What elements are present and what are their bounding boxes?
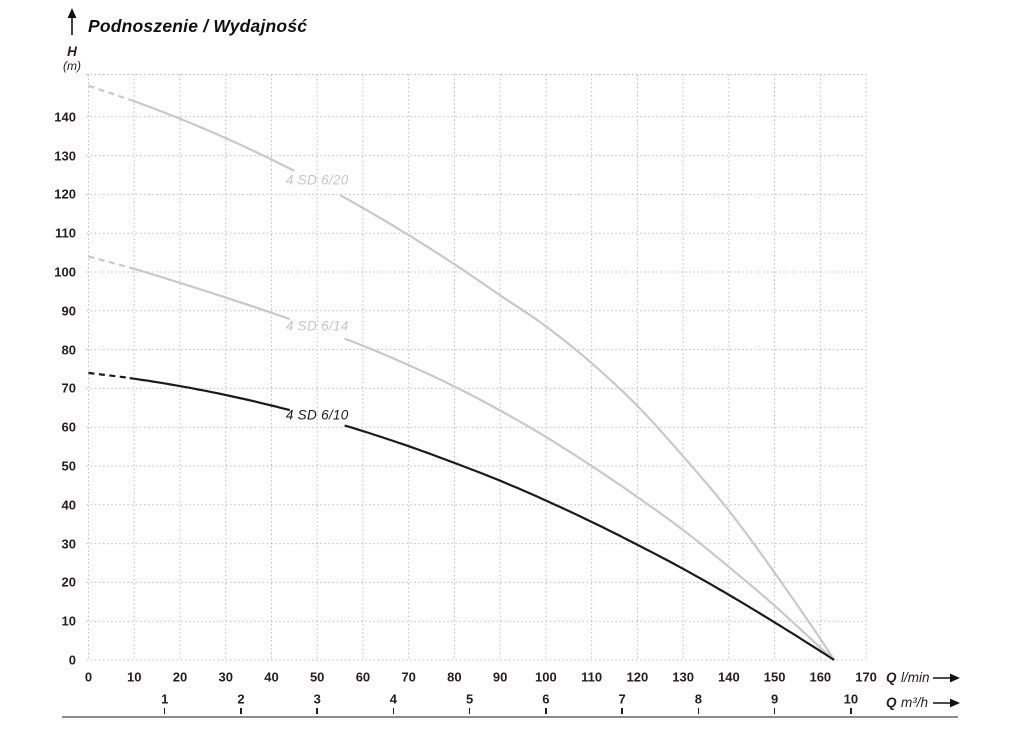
m3h-tick-mark: [697, 708, 700, 714]
y-tick-label: 30: [61, 536, 76, 552]
y-tick-label: 120: [54, 186, 76, 202]
x-tick-label-m3h: 1: [161, 691, 169, 707]
m3h-tick-mark: [468, 708, 471, 714]
x-tick-label-lmin: 20: [172, 669, 188, 685]
y-tick-label: 110: [55, 225, 76, 241]
y-tick-label: 10: [61, 613, 76, 629]
x-tick-label-m3h: 4: [389, 691, 398, 707]
curve-4-sd-6-10-label: 4 SD 6/10: [285, 407, 349, 422]
x-tick-label-lmin: 40: [264, 669, 279, 685]
m3h-tick-mark: [163, 708, 166, 714]
x-axis-m3h-symbol: Q: [886, 695, 897, 710]
x-tick-label-m3h: 7: [618, 691, 626, 707]
m3h-tick-mark: [392, 708, 395, 714]
x-tick-label-m3h: 5: [466, 691, 474, 707]
x-tick-label-lmin: 50: [309, 669, 325, 685]
curve-4-sd-6-10-dashed-start: [88, 371, 130, 380]
x-tick-label-lmin: 170: [855, 669, 877, 685]
x-axis-lmin-symbol: Q: [886, 670, 897, 685]
y-tick-label: 0: [68, 652, 76, 668]
y-tick-label: 130: [54, 148, 76, 164]
curve-4-sd-6-20-label: 4 SD 6/20: [285, 172, 349, 188]
x-tick-label-m3h: 3: [313, 691, 321, 707]
x-tick-label-lmin: 90: [492, 669, 508, 685]
y-axis-symbol: H: [67, 44, 77, 59]
axis-arrow-up-icon: [67, 8, 77, 35]
m3h-tick-mark: [621, 708, 623, 714]
m3h-tick-mark: [316, 708, 318, 714]
axis-arrow-right-icon: [933, 673, 960, 683]
x-tick-label-lmin: 110: [581, 669, 603, 685]
x-axis-m3h-unit: m³/h: [900, 695, 928, 710]
m3h-axis-rule: [62, 716, 958, 718]
y-tick-label: 50: [61, 458, 76, 474]
x-axis-lmin-unit: l/min: [900, 670, 930, 685]
curve-4-sd-6-14-dashed-start: [88, 255, 130, 269]
y-axis-unit: (m): [63, 59, 81, 73]
chart-title: Podnoszenie / Wydajność: [88, 16, 308, 36]
x-tick-label-m3h: 10: [843, 691, 859, 707]
x-tick-label-lmin: 70: [401, 669, 416, 685]
y-tick-label: 40: [61, 497, 76, 513]
curve-4-sd-6-14: [129, 266, 291, 321]
x-tick-label-lmin: 130: [672, 669, 694, 685]
x-tick-label-lmin: 30: [218, 669, 233, 685]
curve-4-sd-6-14-label: 4 SD 6/14: [285, 318, 349, 334]
curve-4-sd-6-14: [344, 337, 835, 661]
curve-4-sd-6-20: [339, 194, 836, 661]
curve-4-sd-6-20-dashed-start: [88, 84, 131, 101]
m3h-tick-mark: [850, 708, 852, 714]
m3h-tick-mark: [545, 708, 547, 714]
x-axis-m3h-name: Q m³/h: [886, 694, 928, 712]
curve-4-sd-6-10: [344, 424, 835, 661]
x-tick-label-m3h: 8: [694, 691, 702, 707]
y-tick-label: 100: [54, 264, 76, 280]
y-tick-label: 140: [54, 109, 76, 125]
x-tick-label-lmin: 120: [626, 669, 649, 685]
x-tick-label-lmin: 0: [84, 669, 93, 685]
y-tick-label: 90: [61, 303, 76, 319]
x-axis-lmin-name: Q l/min: [886, 669, 929, 687]
x-tick-label-lmin: 80: [447, 669, 462, 685]
grid-lines: [86, 74, 867, 661]
x-tick-label-lmin: 60: [355, 669, 371, 685]
y-tick-label: 70: [61, 380, 76, 396]
x-tick-label-lmin: 150: [763, 669, 786, 685]
x-tick-label-lmin: 100: [535, 669, 557, 685]
x-tick-label-lmin: 160: [809, 669, 832, 685]
curve-4-sd-6-20: [129, 98, 295, 172]
x-tick-label-m3h: 9: [770, 691, 779, 707]
x-tick-label-m3h: 2: [237, 691, 245, 707]
m3h-tick-mark: [773, 708, 776, 714]
curve-4-sd-6-10: [129, 377, 291, 412]
y-tick-label: 80: [61, 342, 76, 358]
x-tick-label-lmin: 10: [127, 669, 142, 685]
x-tick-label-lmin: 140: [718, 669, 740, 685]
y-tick-label: 20: [61, 574, 76, 590]
y-tick-label: 60: [61, 419, 76, 435]
axis-arrow-right-icon: [933, 698, 960, 708]
x-tick-label-m3h: 6: [542, 691, 550, 707]
m3h-tick-mark: [240, 708, 242, 714]
